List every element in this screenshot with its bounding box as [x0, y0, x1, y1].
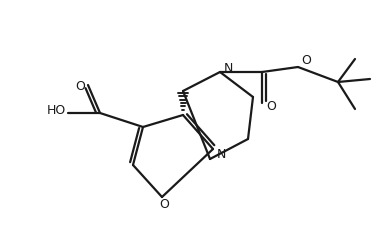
Text: HO: HO — [47, 104, 66, 118]
Text: O: O — [159, 198, 169, 212]
Text: O: O — [266, 99, 276, 113]
Text: N: N — [223, 62, 233, 74]
Text: N: N — [217, 148, 226, 160]
Text: O: O — [301, 54, 311, 67]
Text: O: O — [75, 81, 85, 94]
